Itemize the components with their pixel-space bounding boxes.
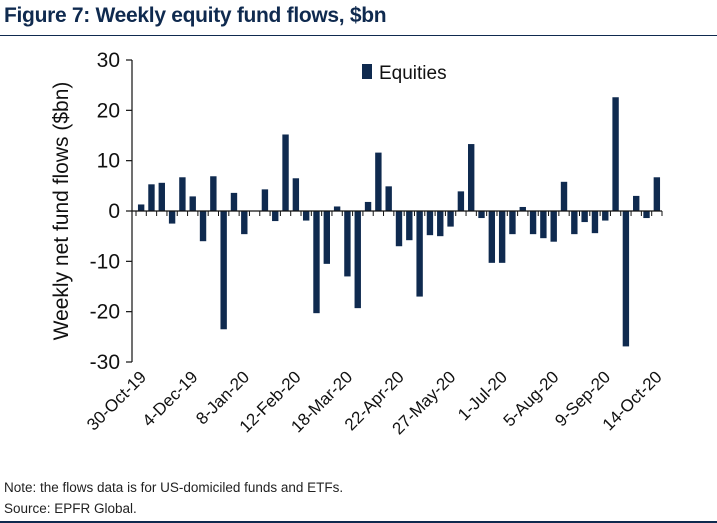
- bar: [653, 177, 661, 211]
- bar: [148, 184, 155, 211]
- bar: [540, 211, 547, 239]
- bar: [220, 211, 227, 330]
- legend-label: Equities: [379, 63, 447, 84]
- bar: [333, 206, 341, 211]
- y-axis-title: Weekly net fund flows ($bn): [50, 82, 73, 341]
- bar: [189, 196, 196, 211]
- bar: [612, 97, 619, 211]
- bar: [509, 211, 516, 235]
- bar: [199, 211, 207, 242]
- bar: [447, 211, 454, 227]
- bottom-rule: [0, 521, 717, 523]
- y-tick-label: 0: [108, 200, 120, 223]
- bar: [230, 192, 238, 211]
- source-text: Source: EPFR Global.: [4, 501, 137, 516]
- bar: [416, 211, 423, 297]
- bar: [179, 177, 186, 211]
- bar: [457, 191, 465, 211]
- bar: [550, 211, 557, 242]
- bar: [643, 211, 650, 219]
- legend: Equities: [362, 63, 447, 84]
- bar: [426, 211, 434, 236]
- bar: [385, 186, 392, 211]
- bar: [158, 182, 165, 211]
- x-tick-label: 30-Oct-19: [83, 367, 150, 434]
- bar-chart: -30 -20 -10 0 10 20 30 30-Oct-194-Dec-198-Jan-…: [50, 49, 666, 438]
- y-tick-label: 10: [97, 150, 120, 173]
- bar: [302, 211, 310, 221]
- bar: [364, 201, 372, 211]
- bar: [571, 211, 578, 235]
- bar: [354, 211, 361, 309]
- bar: [622, 211, 630, 347]
- bar: [602, 211, 609, 221]
- title-rule: [0, 35, 717, 36]
- y-tick-label: 20: [97, 99, 120, 122]
- bar: [478, 211, 485, 219]
- bar: [344, 211, 351, 277]
- bar: [313, 211, 320, 314]
- bar: [272, 211, 279, 222]
- bars: [137, 97, 661, 347]
- note-text: Note: the flows data is for US-domiciled…: [4, 480, 344, 495]
- bar: [437, 211, 444, 237]
- bar: [560, 181, 568, 211]
- x-tick-label: 5-Aug-20: [500, 367, 563, 430]
- y-axis: -30 -20 -10 0 10 20 30: [90, 49, 133, 374]
- bar: [137, 204, 145, 211]
- legend-swatch: [362, 64, 372, 79]
- figure-title: Figure 7: Weekly equity fund flows, $bn: [4, 4, 387, 27]
- x-axis: 30-Oct-194-Dec-198-Jan-2012-Feb-2018-Mar…: [83, 210, 666, 438]
- bar: [375, 152, 382, 211]
- bar: [323, 211, 330, 264]
- bar: [633, 195, 640, 211]
- bar: [406, 211, 413, 241]
- bar: [581, 211, 588, 223]
- y-tick-label: -30: [90, 351, 120, 374]
- bar: [519, 206, 526, 211]
- y-tick-label: 30: [97, 49, 120, 72]
- bar: [261, 189, 269, 211]
- x-tick-label: 4-Dec-19: [139, 367, 202, 430]
- bar: [498, 211, 506, 263]
- bar: [468, 144, 475, 211]
- bar: [168, 211, 176, 224]
- bar: [282, 134, 289, 211]
- bar: [241, 211, 248, 235]
- bar: [292, 178, 300, 211]
- y-tick-label: -10: [90, 250, 120, 273]
- bar: [210, 176, 217, 211]
- bar: [529, 211, 537, 235]
- y-tick-label: -20: [90, 301, 120, 324]
- bar: [395, 211, 403, 247]
- bar: [591, 211, 599, 234]
- bar: [488, 211, 496, 263]
